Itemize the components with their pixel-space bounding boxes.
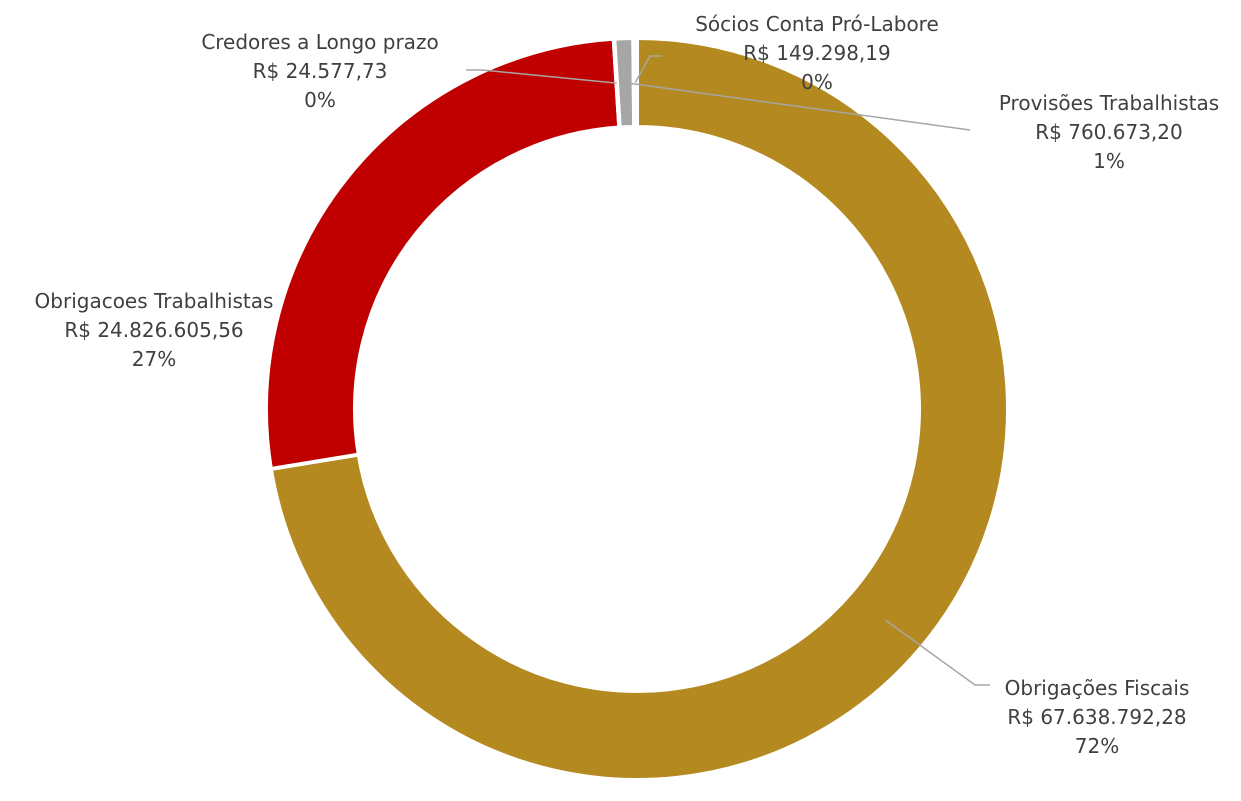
label-name: Credores a Longo prazo <box>201 30 438 54</box>
label-name: Obrigações Fiscais <box>1005 676 1190 700</box>
label-percent: 27% <box>132 347 176 371</box>
leader-line-provisoes-trabalhistas <box>625 81 971 131</box>
label-percent: 0% <box>304 88 336 112</box>
label-name: Obrigacoes Trabalhistas <box>35 289 274 313</box>
leader-lines <box>466 55 990 686</box>
slice-obrigacoes-fiscais <box>268 36 1010 782</box>
label-value: R$ 24.826.605,56 <box>64 318 243 342</box>
label-value: R$ 149.298,19 <box>743 41 891 65</box>
slice-obrigacoes-trabalhistas <box>264 36 622 471</box>
label-name: Provisões Trabalhistas <box>999 91 1219 115</box>
label-value: R$ 24.577,73 <box>253 59 388 83</box>
leader-line-socios-conta-pro-labore <box>634 55 662 83</box>
label-obrigacoes-fiscais: Obrigações Fiscais R$ 67.638.792,28 72% <box>1005 676 1190 758</box>
label-percent: 1% <box>1093 149 1125 173</box>
label-percent: 72% <box>1075 734 1119 758</box>
slice-socios-conta-pro-labore <box>631 36 639 130</box>
label-obrigacoes-trabalhistas: Obrigacoes Trabalhistas R$ 24.826.605,56… <box>35 289 274 371</box>
leader-line-obrigacoes-fiscais <box>885 619 990 686</box>
label-socios-conta-pro-labore: Sócios Conta Pró-Labore R$ 149.298,19 0% <box>695 12 939 94</box>
label-value: R$ 760.673,20 <box>1035 120 1183 144</box>
label-provisoes-trabalhistas: Provisões Trabalhistas R$ 760.673,20 1% <box>999 91 1219 173</box>
label-credores-longo-prazo: Credores a Longo prazo R$ 24.577,73 0% <box>201 30 438 112</box>
label-percent: 0% <box>801 70 833 94</box>
label-value: R$ 67.638.792,28 <box>1007 705 1186 729</box>
donut-slices <box>264 36 1010 782</box>
leader-line-credores-longo-prazo <box>466 69 617 84</box>
label-name: Sócios Conta Pró-Labore <box>695 12 939 36</box>
